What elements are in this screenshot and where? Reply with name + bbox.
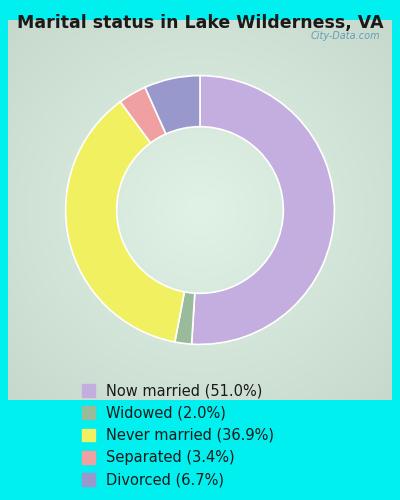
Text: City-Data.com: City-Data.com	[311, 32, 380, 42]
Wedge shape	[66, 102, 184, 342]
Legend: Now married (51.0%), Widowed (2.0%), Never married (36.9%), Separated (3.4%), Di: Now married (51.0%), Widowed (2.0%), Nev…	[79, 380, 276, 490]
Wedge shape	[120, 88, 166, 143]
Wedge shape	[145, 76, 200, 134]
Wedge shape	[192, 76, 334, 344]
Text: Marital status in Lake Wilderness, VA: Marital status in Lake Wilderness, VA	[17, 14, 383, 32]
Wedge shape	[175, 292, 195, 344]
